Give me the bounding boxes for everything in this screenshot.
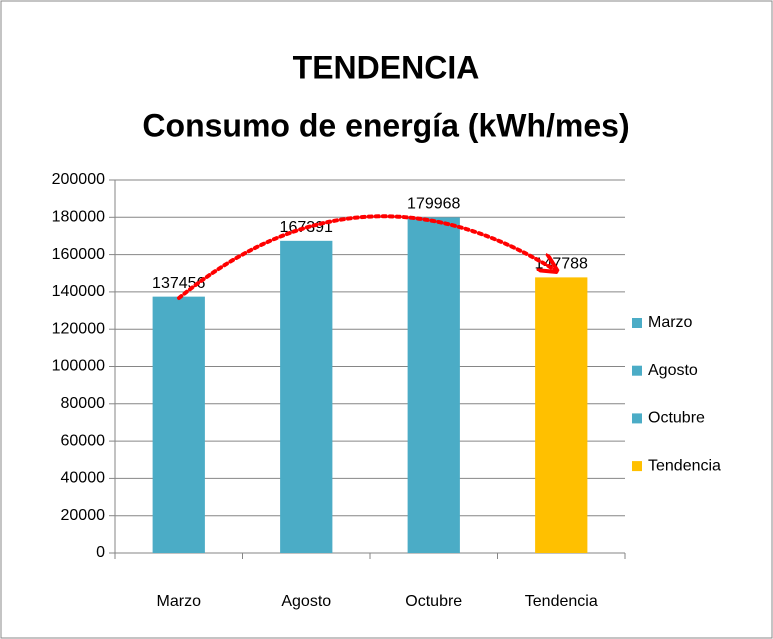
y-tick-label: 20000 <box>61 507 106 524</box>
legend-swatch <box>632 318 642 328</box>
legend-label: Marzo <box>648 314 693 331</box>
y-tick-label: 140000 <box>52 283 105 300</box>
y-tick-label: 120000 <box>52 320 105 337</box>
y-tick-label: 160000 <box>52 246 105 263</box>
chart-subtitle: Consumo de energía (kWh/mes) <box>142 107 629 143</box>
y-tick-label: 180000 <box>52 209 105 226</box>
bar <box>152 296 205 553</box>
bar <box>280 240 333 553</box>
trend-arrow <box>177 214 555 300</box>
y-tick-label: 80000 <box>61 395 106 412</box>
legend-label: Agosto <box>648 362 698 379</box>
y-tick-label: 0 <box>96 544 105 561</box>
legend-swatch <box>632 413 642 424</box>
y-tick-label: 100000 <box>52 358 105 375</box>
x-tick-label: Marzo <box>157 593 202 610</box>
chart-title: TENDENCIA <box>293 49 480 85</box>
legend-swatch <box>632 461 642 472</box>
x-tick-label: Agosto <box>281 593 331 610</box>
legend-swatch <box>632 365 642 376</box>
legend-label: Octubre <box>648 410 705 427</box>
x-tick-label: Tendencia <box>525 593 598 610</box>
bar <box>535 277 588 553</box>
bar <box>407 217 460 553</box>
y-tick-label: 40000 <box>61 470 106 487</box>
y-tick-label: 60000 <box>61 432 106 449</box>
x-tick-label: Octubre <box>405 593 462 610</box>
y-tick-label: 200000 <box>52 171 105 188</box>
data-label: 179968 <box>407 196 460 213</box>
legend-label: Tendencia <box>648 457 721 474</box>
